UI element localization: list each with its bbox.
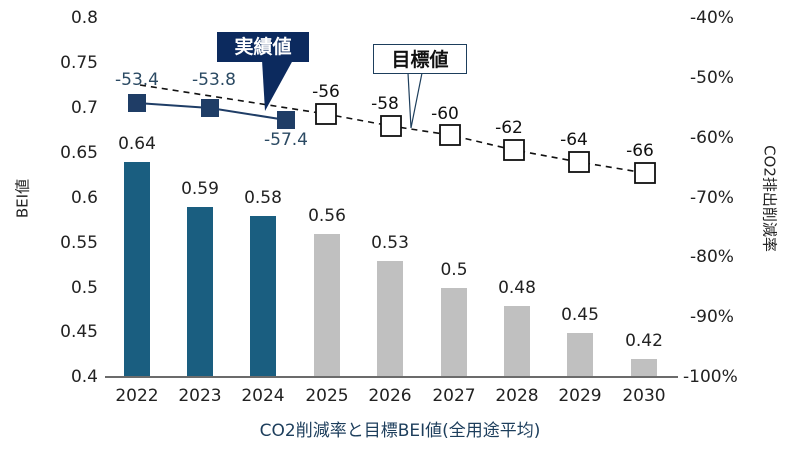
y-tick: 0.4 <box>70 367 98 387</box>
y-right-tick: -70% <box>690 188 734 208</box>
line-label: -53.4 <box>115 70 159 90</box>
bar-label: 0.42 <box>625 331 663 351</box>
bar-label: 0.58 <box>244 188 282 208</box>
callout-actual: 実績値 <box>217 32 309 62</box>
y-tick: 0.75 <box>60 53 98 73</box>
target-marker-2026 <box>380 115 402 137</box>
bar-2026 <box>377 261 403 377</box>
bar-2025 <box>314 234 340 377</box>
bar-label: 0.45 <box>561 305 599 325</box>
x-tick: 2028 <box>495 386 539 406</box>
line-label: -64 <box>560 130 588 150</box>
y-right-tick: -90% <box>690 307 734 327</box>
y-right-tick: -80% <box>690 247 734 267</box>
x-tick: 2026 <box>368 386 412 406</box>
bar-label: 0.5 <box>440 260 468 280</box>
target-marker-2027 <box>439 124 461 146</box>
y-tick: 0.6 <box>70 188 98 208</box>
line-label: -66 <box>626 141 654 161</box>
target-marker-2030 <box>634 162 656 184</box>
x-tick: 2023 <box>178 386 222 406</box>
actual-marker-2024 <box>277 111 295 129</box>
x-tick: 2029 <box>558 386 602 406</box>
line-label: -62 <box>495 118 523 138</box>
callout-target: 目標値 <box>373 44 467 74</box>
actual-marker-2022 <box>128 94 146 112</box>
bar-label: 0.48 <box>498 278 536 298</box>
line-label: -56 <box>312 82 340 102</box>
x-tick: 2022 <box>115 386 159 406</box>
bar-2024 <box>250 216 276 377</box>
y-tick: 0.65 <box>60 143 98 163</box>
bar-2023 <box>187 207 213 377</box>
y-right-tick: -40% <box>690 8 734 28</box>
line-label: -57.4 <box>264 130 308 150</box>
bar-label: 0.59 <box>181 179 219 199</box>
x-tick: 2030 <box>622 386 666 406</box>
y-right-tick: -50% <box>690 68 734 88</box>
line-label: -60 <box>431 104 459 124</box>
target-marker-2029 <box>568 151 590 173</box>
target-marker-2028 <box>503 139 525 161</box>
y-tick: 0.45 <box>60 322 98 342</box>
bar-label: 0.53 <box>371 233 409 253</box>
y-tick: 0.7 <box>70 98 98 118</box>
x-axis-label: CO2削減率と目標BEI値(全用途平均) <box>259 421 541 441</box>
bar-label: 0.64 <box>118 134 156 154</box>
x-tick: 2027 <box>432 386 476 406</box>
bar-label: 0.56 <box>308 206 346 226</box>
bar-2022 <box>124 162 150 377</box>
y-right-tick: -100% <box>683 367 738 387</box>
line-label: -53.8 <box>192 70 236 90</box>
y-tick: 0.55 <box>60 233 98 253</box>
bar-2027 <box>441 288 467 377</box>
y-tick: 0.8 <box>70 8 98 28</box>
x-tick: 2025 <box>305 386 349 406</box>
bar-2028 <box>504 306 530 377</box>
target-marker-2025 <box>315 103 337 125</box>
x-tick: 2024 <box>241 386 285 406</box>
y-right-tick: -60% <box>690 128 734 148</box>
actual-marker-2023 <box>201 99 219 117</box>
y-tick: 0.5 <box>70 278 98 298</box>
callout-actual-pointer <box>262 60 293 111</box>
bar-2030 <box>631 359 657 377</box>
x-axis-line <box>105 376 678 378</box>
line-label: -58 <box>371 94 399 114</box>
bar-2029 <box>567 333 593 377</box>
